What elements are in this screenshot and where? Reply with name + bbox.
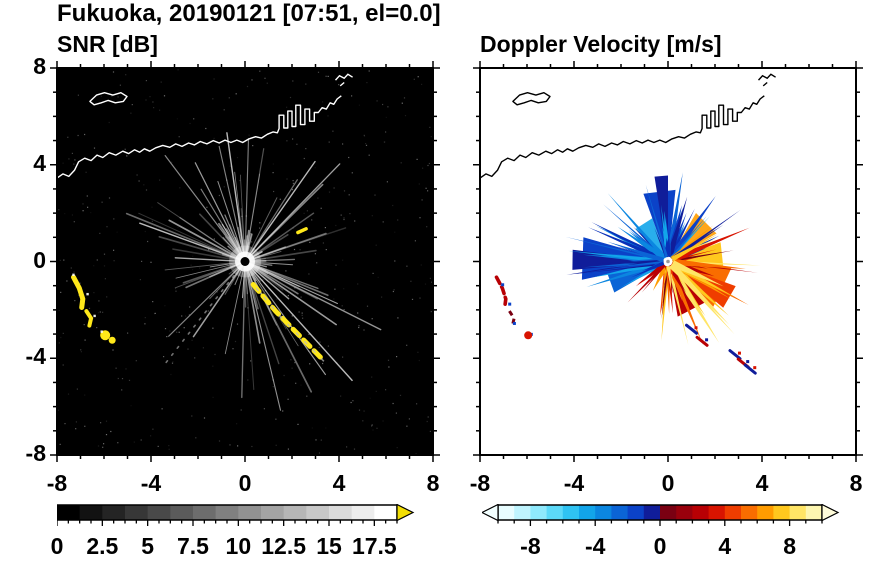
snr-x-tick-label: 8: [426, 470, 440, 496]
y-tick-label: -8: [25, 440, 46, 466]
doppler-colorbar-label: -8: [520, 533, 541, 559]
y-tick-label: -4: [25, 343, 46, 370]
snr-x-tick-label: -4: [140, 470, 162, 496]
doppler-panel-title: Doppler Velocity [m/s]: [480, 31, 722, 57]
snr-panel-title: SNR [dB]: [57, 31, 158, 57]
doppler-colorbar-swatches: [498, 505, 823, 520]
snr-colorbar-label: 0: [50, 533, 64, 559]
doppler-x-tick-label: 8: [849, 470, 863, 496]
doppler-echo-fragments: [685, 323, 757, 375]
doppler-colorbar-label: 4: [718, 533, 732, 559]
snr-colorbar-label: 5: [141, 533, 155, 559]
doppler-x-tick-label: -4: [563, 470, 585, 496]
snr-x-tick-label: -8: [46, 470, 68, 496]
doppler-echo-southwest: [494, 275, 533, 340]
doppler-x-tick-label: 4: [755, 470, 769, 496]
snr-colorbar: [57, 504, 415, 526]
doppler-colorbar-ticks: [497, 520, 823, 526]
doppler-colorbar-under-arrow: [482, 504, 499, 522]
snr-colorbar-label: 2.5: [86, 533, 119, 559]
y-tick-label: 0: [33, 246, 46, 273]
doppler-colorbar: [482, 504, 840, 526]
noise-speckle-layer: [57, 69, 433, 455]
snr-plot-canvas: [50, 61, 440, 462]
y-tick-label: 4: [33, 149, 46, 176]
snr-colorbar-over-arrow: [396, 504, 415, 522]
snr-echo-southeast-chain: [250, 227, 326, 364]
plot-frame: [479, 67, 857, 456]
snr-echo-southwest: [71, 273, 116, 344]
radar-center-glow: [229, 245, 261, 278]
coastline-path: [56, 73, 353, 179]
snr-colorbar-label: 17.5: [351, 533, 397, 559]
snr-colorbar-ticks: [57, 520, 398, 526]
doppler-colorbar-label: 0: [653, 533, 667, 559]
snr-colorbar-swatches: [57, 505, 398, 520]
velocity-fan: [565, 172, 761, 346]
snr-x-tick-label: 4: [332, 470, 346, 496]
snr-x-tick-label: 0: [238, 470, 252, 496]
doppler-x-tick-label: 0: [661, 470, 675, 496]
snr-colorbar-label: 10: [225, 533, 252, 559]
snr-colorbar-label: 7.5: [177, 533, 209, 559]
coastline-path: [479, 73, 776, 179]
y-tick-label: 8: [33, 53, 46, 79]
doppler-colorbar-over-arrow: [821, 504, 840, 522]
doppler-plot-canvas: [473, 61, 863, 462]
figure-title: Fukuoka, 20190121 [07:51, el=0.0]: [57, 0, 441, 27]
doppler-x-tick-label: -8: [469, 470, 491, 496]
snr-colorbar-label: 15: [316, 533, 342, 559]
doppler-colorbar-label: -4: [584, 533, 606, 559]
snr-colorbar-label: 12.5: [261, 533, 307, 559]
plot-frame: [56, 67, 434, 456]
doppler-colorbar-label: 8: [783, 533, 796, 559]
